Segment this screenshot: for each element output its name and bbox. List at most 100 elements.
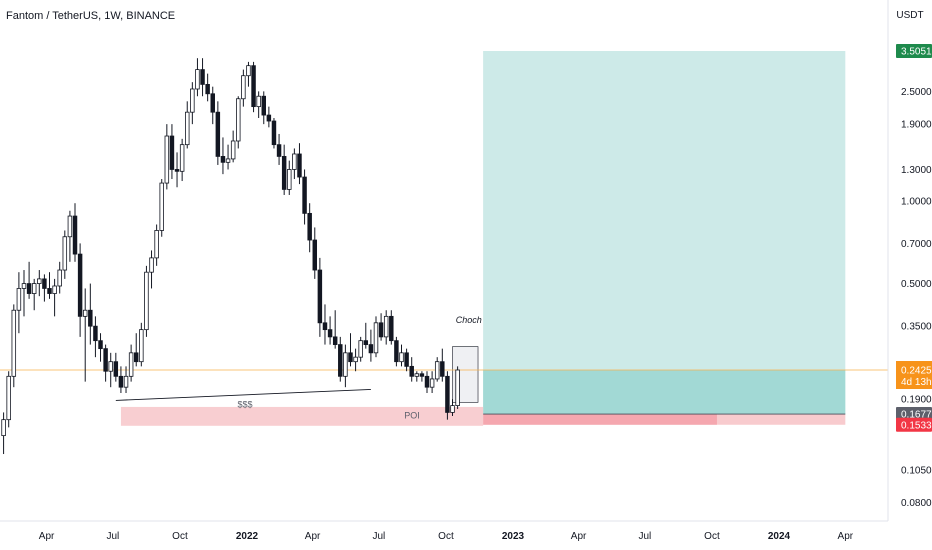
candle bbox=[261, 91, 266, 125]
candle-body-down bbox=[42, 278, 47, 289]
candle bbox=[363, 322, 369, 349]
candle bbox=[118, 366, 124, 394]
candle-body-down bbox=[445, 375, 450, 413]
candle bbox=[82, 288, 88, 382]
candle bbox=[414, 371, 420, 382]
candle bbox=[42, 274, 47, 302]
time-tick-label: 2024 bbox=[768, 531, 791, 542]
candle bbox=[113, 352, 119, 382]
candle-body-down bbox=[409, 365, 414, 377]
candle bbox=[88, 283, 93, 345]
candle-body-down bbox=[133, 352, 139, 363]
entry-price-badge-bg bbox=[896, 407, 932, 422]
time-tick-label: Jul bbox=[639, 531, 652, 542]
candle-body-up bbox=[6, 375, 11, 421]
profit-zone bbox=[483, 51, 846, 415]
candle bbox=[11, 304, 17, 388]
candle bbox=[358, 336, 363, 362]
target-price-badge-text: 3.5051 bbox=[901, 47, 932, 58]
candle bbox=[26, 261, 32, 299]
filled-profit-zone bbox=[483, 370, 846, 415]
candle bbox=[241, 69, 246, 107]
price-tick-label: 0.7000 bbox=[901, 239, 932, 250]
candle-body-up bbox=[450, 405, 455, 413]
annotation-layer bbox=[0, 346, 888, 426]
time-tick-label: Jul bbox=[107, 531, 120, 542]
candle-body-down bbox=[307, 212, 312, 241]
candle bbox=[149, 250, 154, 289]
candle-body-down bbox=[363, 340, 369, 345]
candle bbox=[62, 230, 68, 279]
price-tick-label: 0.3500 bbox=[901, 322, 932, 333]
candle-body-down bbox=[174, 169, 180, 172]
candle bbox=[139, 322, 144, 367]
candle-body-down bbox=[440, 361, 445, 377]
candle bbox=[338, 336, 343, 382]
candle-body-down bbox=[251, 65, 256, 108]
candle-body-up bbox=[230, 140, 236, 160]
candle bbox=[108, 352, 113, 388]
candle-body-down bbox=[424, 375, 430, 388]
time-tick-label: Oct bbox=[704, 531, 720, 542]
candle-body-down bbox=[205, 84, 210, 95]
candle bbox=[144, 265, 149, 337]
candle bbox=[67, 210, 73, 262]
candle-series bbox=[1, 58, 460, 455]
candle bbox=[404, 348, 409, 372]
poi-label: POI bbox=[404, 410, 420, 420]
candle-body-down bbox=[327, 329, 333, 338]
candle-body-up bbox=[1, 419, 6, 437]
current-price-badge-bg bbox=[896, 361, 932, 389]
candle-body-down bbox=[404, 352, 409, 367]
candle-body-down bbox=[169, 135, 175, 170]
candle-body-down bbox=[332, 336, 338, 345]
candle bbox=[271, 118, 277, 149]
candle-body-down bbox=[26, 283, 32, 294]
price-tick-label: 1.9000 bbox=[901, 120, 932, 131]
entry-price-badge-text: 0.1677 bbox=[901, 410, 932, 421]
candle-body-up bbox=[399, 352, 404, 363]
price-tick-label: 0.0800 bbox=[901, 498, 932, 509]
candle-body-up bbox=[128, 352, 134, 377]
candle-body-up bbox=[358, 340, 363, 358]
candle-body-down bbox=[72, 215, 78, 255]
time-tick-label: Apr bbox=[571, 531, 587, 542]
candle bbox=[419, 371, 425, 382]
candle bbox=[128, 344, 134, 382]
annotation-text-layer: Choch $$$ POI bbox=[237, 315, 481, 420]
candle-body-up bbox=[383, 315, 389, 338]
candle-body-up bbox=[149, 257, 154, 273]
candle bbox=[332, 310, 338, 349]
candle-body-up bbox=[190, 88, 195, 113]
candle-body-down bbox=[312, 239, 318, 271]
candle-body-down bbox=[302, 176, 307, 214]
candle-body-up bbox=[179, 144, 185, 172]
candle bbox=[200, 58, 205, 97]
price-tick-label: 1.0000 bbox=[901, 196, 932, 207]
candle-body-up bbox=[21, 283, 27, 289]
candle bbox=[302, 169, 307, 225]
time-tick-label: Apr bbox=[39, 531, 55, 542]
candle bbox=[77, 243, 83, 337]
price-tick-label: 1.3000 bbox=[901, 165, 932, 176]
candle-body-up bbox=[31, 283, 37, 294]
choch-label: Choch bbox=[456, 315, 482, 325]
candle bbox=[450, 399, 455, 416]
candle-body-down bbox=[276, 144, 282, 157]
candle-body-down bbox=[389, 315, 394, 342]
candle-body-down bbox=[93, 325, 98, 342]
filled-loss-zone bbox=[483, 414, 717, 425]
candle-body-down bbox=[77, 253, 83, 317]
candle bbox=[389, 310, 394, 345]
candle bbox=[220, 137, 226, 175]
candle bbox=[16, 272, 22, 334]
candle bbox=[394, 336, 399, 367]
candle-body-up bbox=[154, 230, 159, 259]
candle-body-down bbox=[215, 111, 221, 157]
price-tick-label: 0.1050 bbox=[901, 465, 932, 476]
candle bbox=[230, 130, 236, 163]
candle bbox=[434, 357, 440, 382]
candle-body-up bbox=[11, 309, 17, 377]
